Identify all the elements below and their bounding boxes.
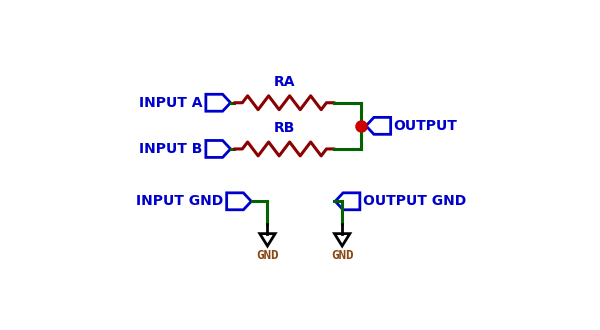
Text: INPUT A: INPUT A (139, 96, 203, 110)
Text: INPUT B: INPUT B (139, 142, 203, 156)
Text: RA: RA (274, 75, 295, 89)
Text: INPUT GND: INPUT GND (136, 194, 224, 208)
Text: GND: GND (331, 249, 353, 262)
Text: OUTPUT GND: OUTPUT GND (363, 194, 466, 208)
Text: OUTPUT: OUTPUT (394, 119, 458, 133)
Text: GND: GND (256, 249, 279, 262)
Text: RB: RB (274, 121, 295, 135)
